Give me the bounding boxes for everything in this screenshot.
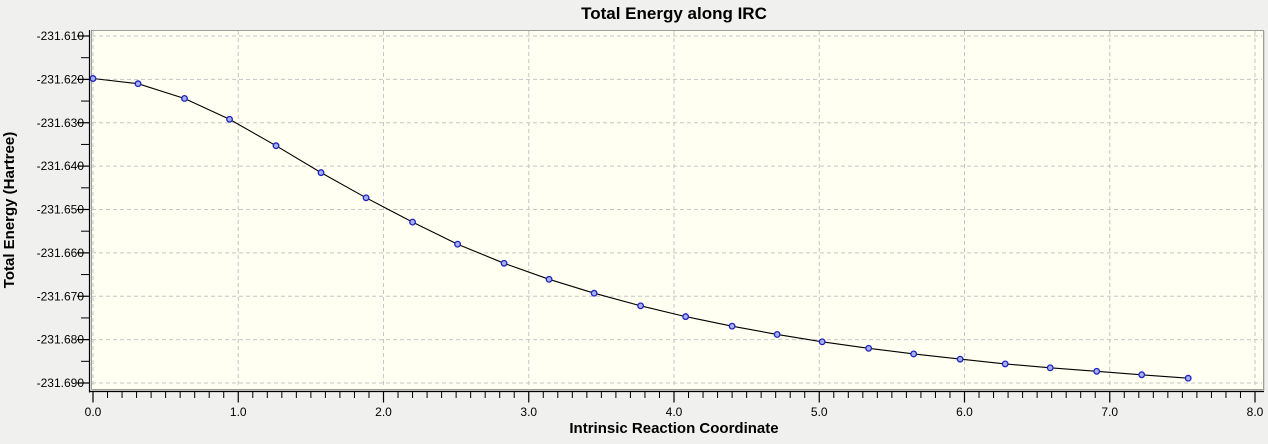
data-point-marker[interactable] — [637, 302, 645, 310]
x-tick-label: 4.0 — [666, 405, 683, 419]
irc-energy-curve — [92, 77, 1189, 379]
data-point-marker[interactable] — [1184, 374, 1192, 382]
x-tick-label: 3.0 — [520, 405, 537, 419]
x-tick-label: 6.0 — [956, 405, 973, 419]
data-point-marker[interactable] — [409, 218, 416, 226]
data-point-marker[interactable] — [226, 115, 233, 123]
data-point-marker[interactable] — [134, 80, 142, 88]
x-axis-title: Intrinsic Reaction Coordinate — [569, 420, 779, 437]
data-point-marker[interactable] — [362, 194, 370, 202]
data-point-marker[interactable] — [590, 289, 598, 297]
data-point-marker[interactable] — [89, 75, 97, 82]
y-axis-title: Total Energy (Hartree) — [1, 131, 18, 289]
x-tick-label: 8.0 — [1247, 405, 1264, 419]
y-tick-label: -231.630 — [37, 116, 85, 130]
y-tick-label: -231.670 — [37, 289, 85, 303]
data-point-marker[interactable] — [910, 350, 918, 358]
data-point-marker[interactable] — [728, 322, 736, 330]
data-point-marker[interactable] — [454, 240, 462, 248]
data-point-marker[interactable] — [317, 169, 325, 177]
data-point-marker[interactable] — [1046, 364, 1054, 372]
data-point-marker[interactable] — [1001, 360, 1009, 368]
data-point-marker[interactable] — [956, 355, 964, 363]
data-point-marker[interactable] — [682, 313, 690, 321]
chart-title: Total Energy along IRC — [581, 4, 767, 23]
x-tick-label: 5.0 — [811, 405, 828, 419]
data-point-marker[interactable] — [272, 142, 280, 150]
y-tick-label: -231.610 — [37, 29, 85, 43]
data-point-marker[interactable] — [181, 95, 188, 102]
data-point-marker[interactable] — [545, 275, 553, 283]
x-tick-label: 0.0 — [85, 405, 102, 419]
y-tick-label: -231.680 — [37, 333, 85, 347]
y-tick-label: -231.650 — [37, 203, 85, 217]
data-point-marker[interactable] — [773, 330, 781, 338]
data-point-marker[interactable] — [865, 344, 873, 352]
data-point-marker[interactable] — [1138, 371, 1146, 379]
x-tick-label: 2.0 — [375, 405, 392, 419]
data-point-marker[interactable] — [500, 259, 508, 267]
y-tick-label: -231.660 — [37, 246, 85, 260]
x-tick-label: 1.0 — [230, 405, 247, 419]
data-point-marker[interactable] — [1093, 367, 1101, 375]
x-tick-label: 7.0 — [1101, 405, 1118, 419]
y-tick-label: -231.690 — [37, 376, 85, 390]
y-tick-label: -231.640 — [37, 159, 85, 173]
data-point-marker[interactable] — [818, 338, 826, 346]
y-tick-label: -231.620 — [37, 72, 85, 86]
